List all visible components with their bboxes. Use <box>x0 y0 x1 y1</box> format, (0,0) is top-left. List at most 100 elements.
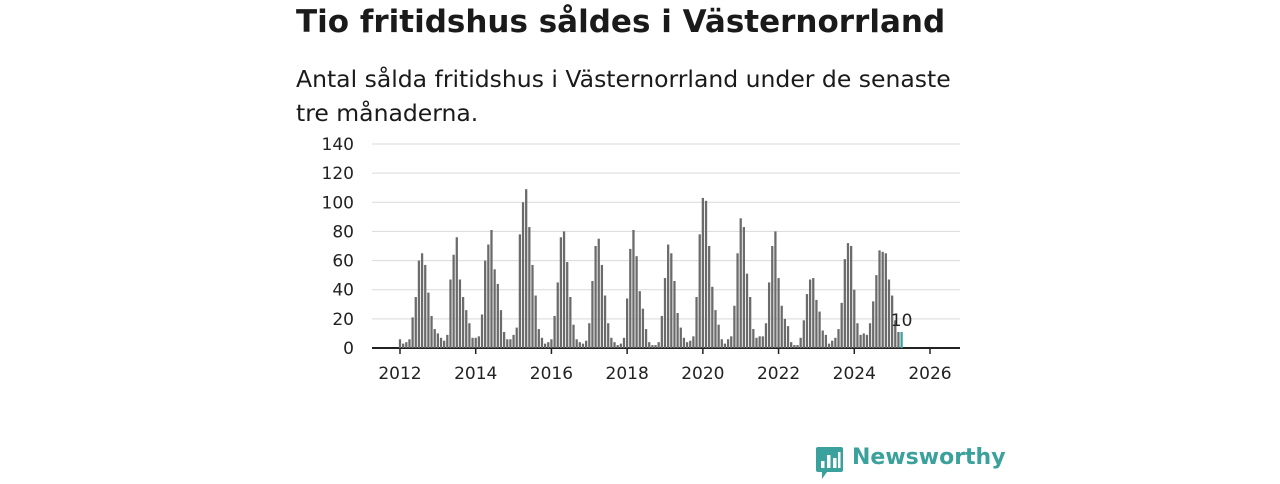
bar <box>572 324 575 348</box>
bar <box>894 320 897 348</box>
bar <box>812 278 815 348</box>
bar <box>786 326 790 348</box>
bar <box>405 342 408 348</box>
bar <box>641 308 645 348</box>
bar <box>827 343 831 348</box>
bar <box>499 310 503 348</box>
bar <box>733 305 736 348</box>
bar <box>578 342 581 348</box>
bar <box>474 337 477 348</box>
bar <box>547 342 550 348</box>
bar <box>525 189 528 348</box>
newsworthy-logo <box>815 446 1005 480</box>
bar <box>742 227 745 348</box>
bar <box>531 264 534 348</box>
bar <box>515 327 518 348</box>
bar <box>799 337 802 348</box>
bar <box>398 339 402 348</box>
bar <box>411 317 414 348</box>
bar <box>452 254 455 348</box>
bar <box>471 337 474 348</box>
bar <box>660 315 663 348</box>
y-axis: 0 20 40 60 80 100 120 140 <box>322 135 354 359</box>
y-tick-label: 140 <box>322 135 354 155</box>
bar <box>509 339 512 348</box>
bar <box>521 202 525 348</box>
bar <box>607 323 610 348</box>
bar <box>487 244 490 348</box>
bar <box>439 337 443 348</box>
bar <box>465 310 468 348</box>
bar <box>461 297 465 348</box>
bar <box>673 280 676 348</box>
bar <box>629 248 632 348</box>
bar <box>698 234 701 348</box>
bar <box>767 282 771 348</box>
bar <box>701 197 704 348</box>
bar <box>427 292 430 348</box>
x-tick-label: 2020 <box>681 364 724 384</box>
bar <box>695 297 698 348</box>
bar <box>581 343 585 348</box>
bar <box>808 279 812 348</box>
bar <box>644 329 648 348</box>
bar <box>875 275 878 348</box>
chart-subtitle: Antal sålda fritidshus i Västernorrland … <box>296 65 951 127</box>
bar <box>818 311 821 348</box>
bar <box>717 324 720 348</box>
bar <box>752 329 755 348</box>
bar <box>537 329 540 348</box>
bar <box>900 331 903 348</box>
bar <box>872 301 875 348</box>
x-tick-label: 2016 <box>530 364 573 384</box>
x-tick-label: 2022 <box>757 364 800 384</box>
chart-title: Tio fritidshus såldes i Västernorrland <box>296 4 946 40</box>
bar <box>761 336 764 348</box>
bar <box>663 278 667 348</box>
x-tick-label: 2026 <box>908 364 951 384</box>
bars <box>398 189 903 348</box>
bar <box>739 218 742 348</box>
bar <box>575 339 578 348</box>
bar <box>859 334 862 348</box>
bar <box>793 345 796 348</box>
bar <box>458 279 462 348</box>
bar <box>790 342 793 348</box>
bar <box>878 250 881 348</box>
bar <box>755 337 758 348</box>
bar <box>711 286 714 348</box>
bar <box>433 329 436 348</box>
bar <box>670 253 673 348</box>
bar <box>619 343 622 348</box>
bar <box>764 323 768 348</box>
bar <box>651 345 654 348</box>
bar <box>802 320 805 348</box>
bar <box>884 253 887 348</box>
bar <box>446 334 449 348</box>
bar <box>430 315 433 348</box>
bar <box>679 327 682 348</box>
bar <box>676 313 679 348</box>
bar <box>613 342 616 348</box>
bar <box>603 295 607 348</box>
bar <box>736 253 739 348</box>
bar <box>490 229 493 348</box>
x-tick-label: 2012 <box>378 364 421 384</box>
bar <box>780 305 783 348</box>
bar <box>540 337 544 348</box>
bar <box>654 345 657 348</box>
bar <box>562 231 566 348</box>
bar <box>771 246 774 348</box>
bar <box>493 269 496 348</box>
y-tick-label: 0 <box>343 339 354 359</box>
bar <box>496 283 499 348</box>
bar <box>783 318 787 348</box>
bar <box>480 314 484 348</box>
bar <box>865 334 869 348</box>
bar <box>720 339 723 348</box>
bar <box>622 337 626 348</box>
bar <box>708 246 711 348</box>
bar <box>837 329 840 348</box>
bar <box>815 299 818 348</box>
bar <box>648 342 651 348</box>
